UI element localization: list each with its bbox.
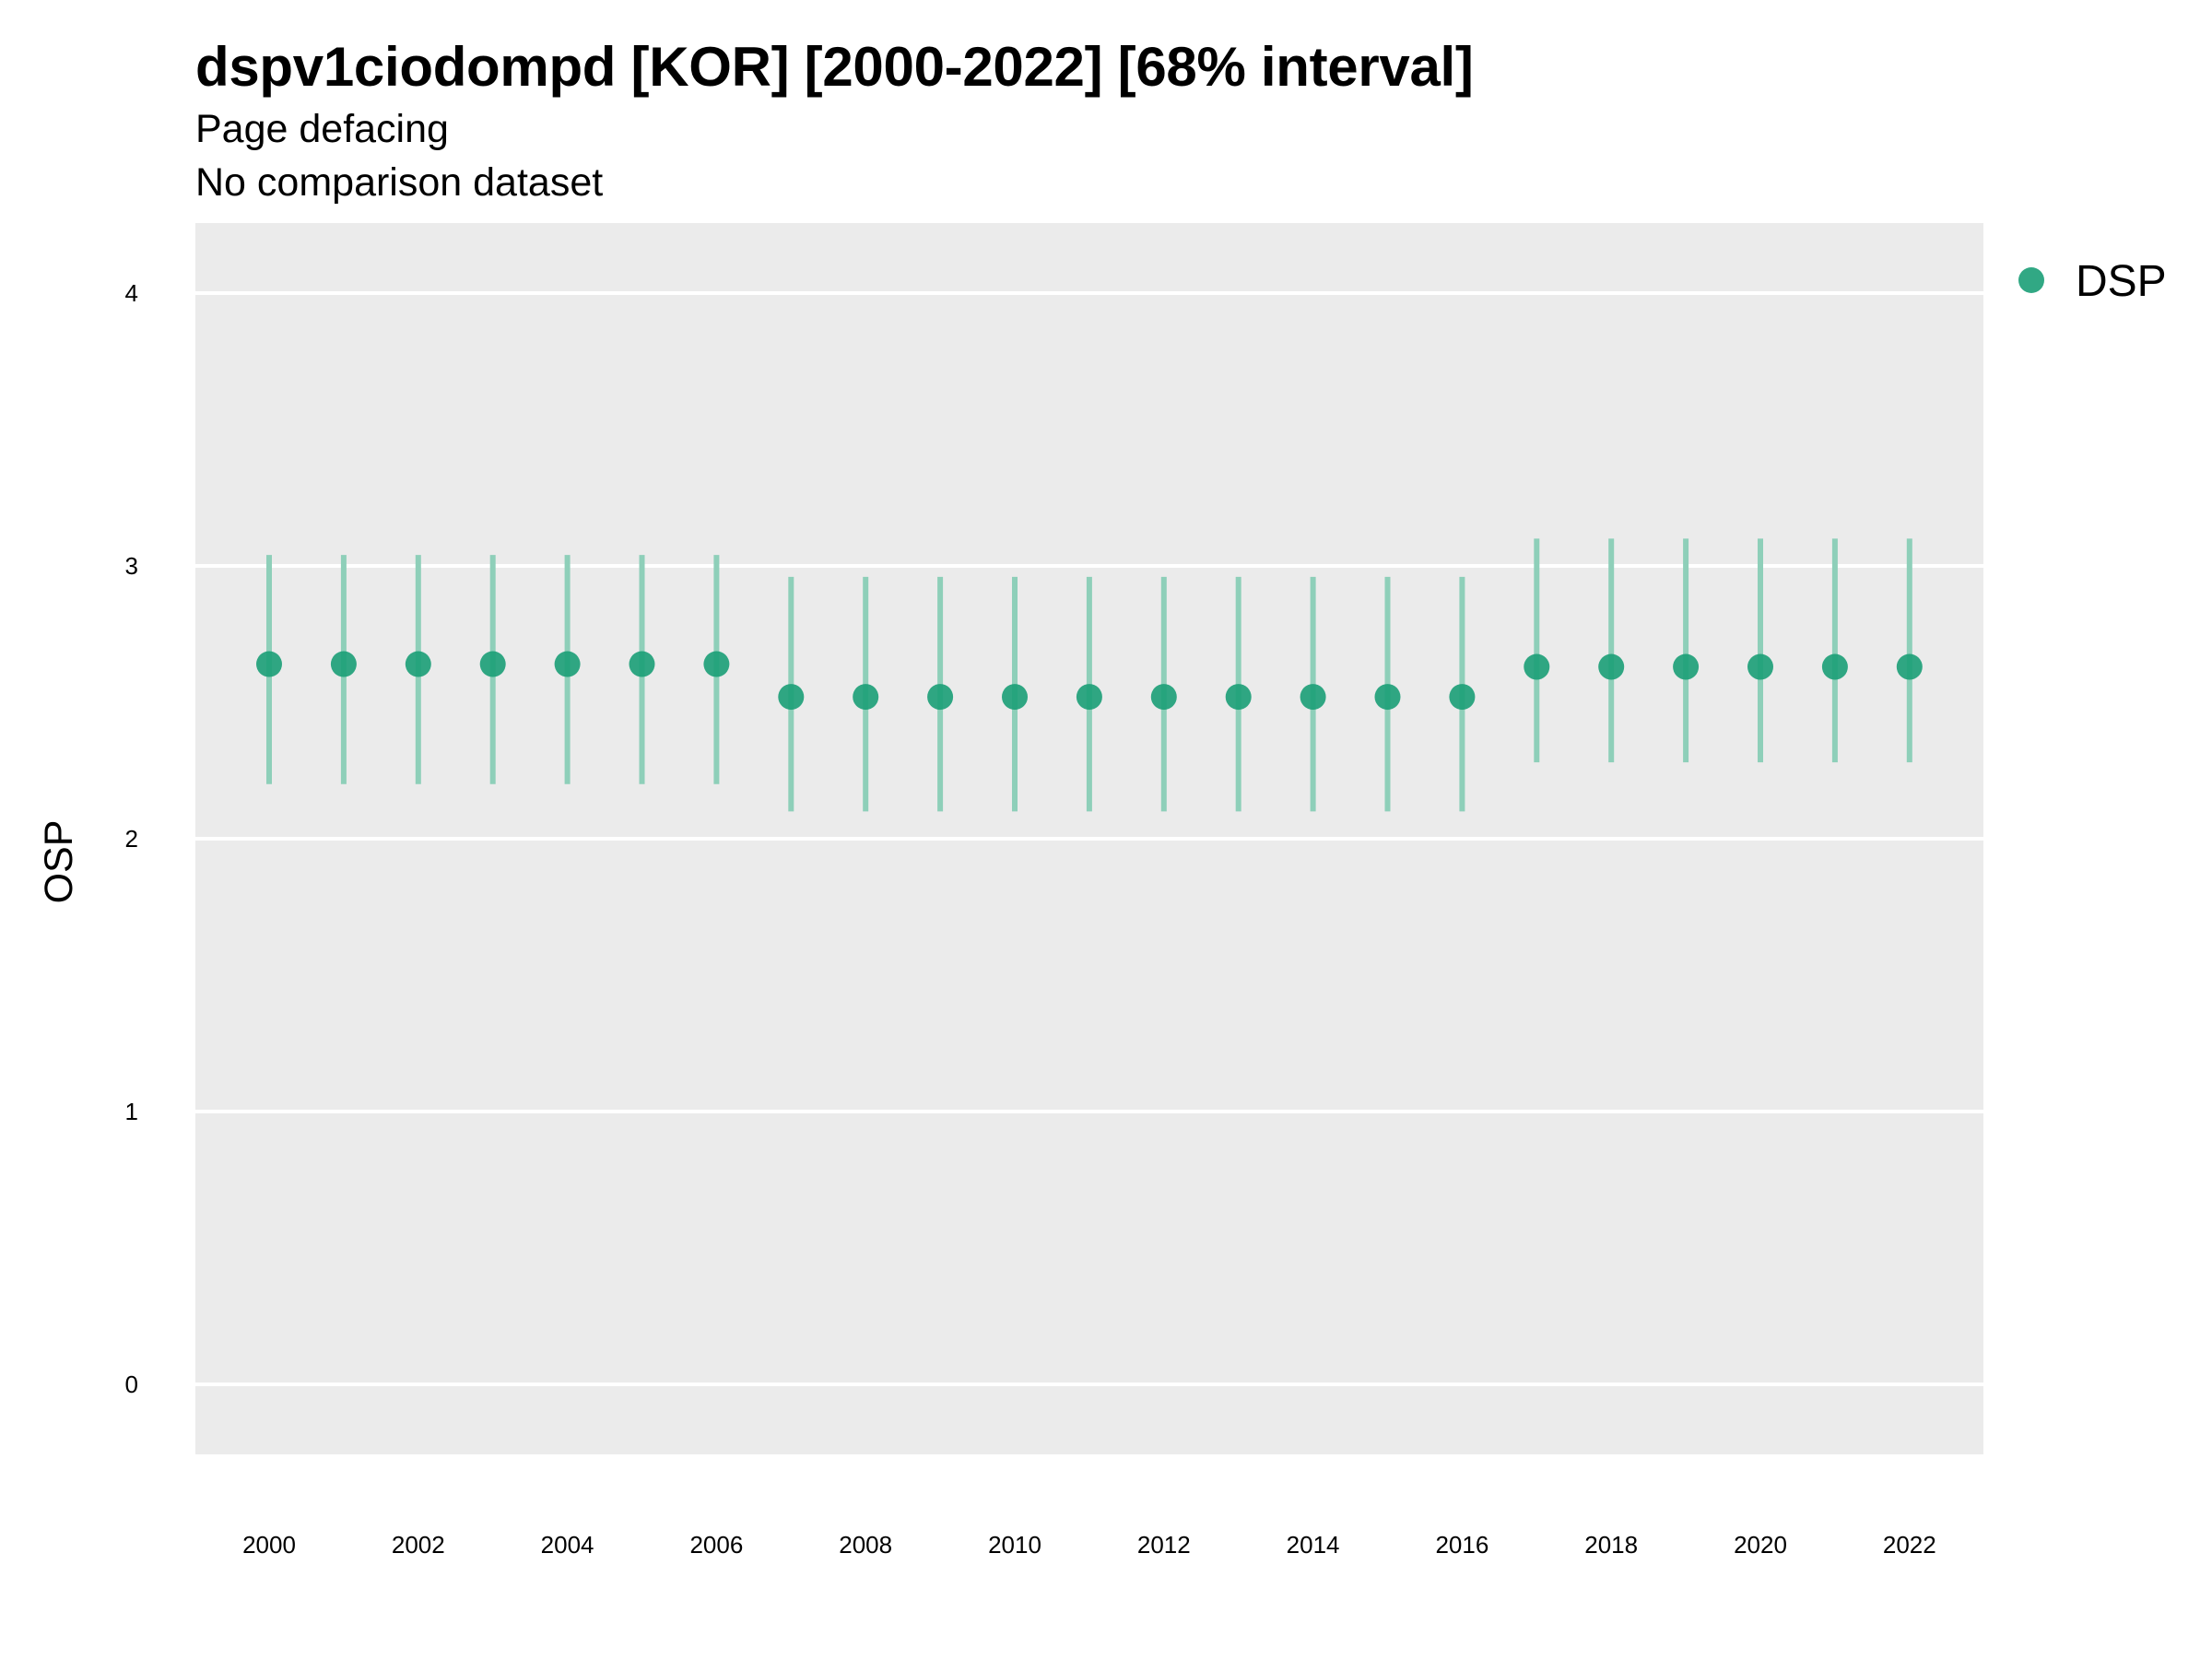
x-tick-label-2022: 2022: [1883, 1531, 1936, 1559]
x-tick-label-2020: 2020: [1734, 1531, 1787, 1559]
y-tick-label-1: 1: [125, 1098, 138, 1125]
data-point-2018: [1598, 653, 1625, 680]
x-tick-label-2018: 2018: [1584, 1531, 1638, 1559]
data-point-2010: [1002, 684, 1028, 711]
data-point-2011: [1076, 684, 1102, 711]
x-tick-label-2006: 2006: [689, 1531, 743, 1559]
legend-label-dsp: DSP: [2076, 257, 2167, 306]
data-point-2007: [778, 684, 805, 711]
x-tick-label-2010: 2010: [988, 1531, 1041, 1559]
data-point-2022: [1896, 653, 1923, 680]
y-tick-label-4: 4: [125, 279, 138, 307]
data-point-2021: [1821, 653, 1848, 680]
chart-subtitle: Page defacing: [195, 107, 449, 151]
data-point-2017: [1524, 653, 1550, 680]
y-axis-label: OSP: [37, 820, 81, 904]
data-points: [256, 651, 1923, 711]
data-point-2016: [1449, 684, 1476, 711]
x-tick-label-2008: 2008: [839, 1531, 892, 1559]
y-axis-ticks: 0 1 2 3 4: [125, 279, 138, 1398]
x-tick-label-2016: 2016: [1435, 1531, 1488, 1559]
data-point-2001: [330, 651, 357, 677]
x-axis-ticks: 2000 2002 2004 2006 2008 2010 2012 2014 2016 2018…: [242, 1531, 1936, 1559]
data-point-2003: [479, 651, 506, 677]
y-tick-label-0: 0: [125, 1371, 138, 1398]
data-point-2014: [1300, 684, 1326, 711]
legend: DSP: [2018, 257, 2167, 306]
data-point-2013: [1225, 684, 1252, 711]
data-point-2004: [554, 651, 581, 677]
grid-lines: [195, 291, 1983, 1386]
chart-subtitle-secondary: No comparison dataset: [195, 160, 604, 205]
y-tick-label-2: 2: [125, 825, 138, 853]
x-tick-label-2004: 2004: [541, 1531, 594, 1559]
data-point-2005: [629, 651, 655, 677]
data-point-2009: [927, 684, 954, 711]
data-point-2012: [1150, 684, 1177, 711]
data-point-2006: [703, 651, 730, 677]
data-point-2002: [405, 651, 431, 677]
data-point-2000: [256, 651, 282, 677]
data-point-2020: [1747, 653, 1773, 680]
data-point-2019: [1673, 653, 1700, 680]
x-tick-label-2014: 2014: [1287, 1531, 1340, 1559]
x-tick-label-2012: 2012: [1137, 1531, 1191, 1559]
legend-swatch-dsp: [2018, 267, 2044, 293]
data-point-2015: [1374, 684, 1401, 711]
data-point-2008: [853, 684, 879, 711]
x-tick-label-2002: 2002: [392, 1531, 445, 1559]
y-tick-label-3: 3: [125, 552, 138, 580]
x-tick-label-2000: 2000: [242, 1531, 296, 1559]
chart-title: dspv1ciodompd [KOR] [2000-2022] [68% int…: [195, 36, 1474, 98]
